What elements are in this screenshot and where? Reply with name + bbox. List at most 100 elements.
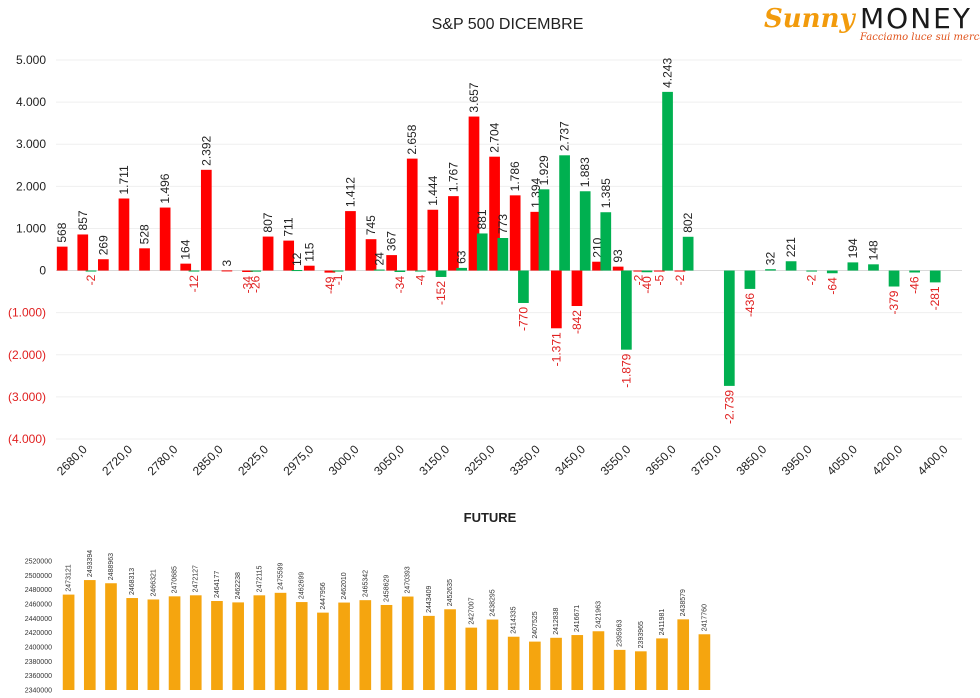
red-bar (551, 270, 562, 329)
green-bar (579, 191, 591, 271)
data-label: -34 (240, 276, 254, 294)
future-data-label: 2473121 (66, 564, 73, 591)
y-tick-label: 5.000 (16, 53, 46, 67)
future-data-label: 2475599 (278, 562, 285, 589)
data-label: 1.385 (599, 178, 613, 208)
future-bar (359, 600, 372, 690)
future-y-tick-label: 2520000 (25, 559, 52, 566)
y-tick-label: (3.000) (8, 390, 46, 404)
green-bar (250, 270, 262, 272)
data-label: -1 (331, 274, 345, 285)
data-label: -436 (743, 293, 757, 317)
future-data-label: 2458629 (384, 575, 391, 602)
data-label: 115 (302, 242, 316, 261)
data-label: 221 (784, 237, 798, 257)
future-y-tick-label: 2460000 (25, 602, 52, 609)
red-bar (674, 270, 686, 272)
green-bar (909, 270, 920, 273)
future-y-tick-label: 2360000 (25, 673, 52, 680)
future-bar (126, 598, 139, 690)
data-label: 807 (261, 212, 275, 232)
future-data-label: 2421963 (595, 601, 602, 628)
x-tick-label: 2850,0 (190, 442, 226, 478)
sunny-money-logo: Sunny MONEY Facciamo luce sui mercati (764, 2, 980, 46)
future-data-label: 2464177 (214, 571, 221, 598)
red-bar (200, 169, 212, 271)
x-tick-label: 3950,0 (779, 442, 815, 478)
data-label: -46 (908, 276, 922, 294)
future-data-label: 2452635 (447, 579, 454, 606)
x-tick-label: 3650,0 (643, 442, 679, 478)
data-label: 528 (138, 224, 152, 244)
future-bar (613, 649, 626, 690)
red-bar (98, 259, 109, 271)
green-bar (641, 270, 653, 273)
future-bar (486, 619, 499, 690)
future-y-tick-label: 2340000 (25, 688, 52, 695)
y-tick-label: 4.000 (16, 95, 46, 109)
red-bar (509, 195, 521, 271)
x-tick-label: 3450,0 (552, 442, 588, 478)
data-label: 164 (179, 239, 193, 259)
future-bar (62, 594, 75, 690)
data-label: 773 (496, 214, 510, 234)
green-bar (826, 270, 838, 274)
red-bar (365, 239, 377, 271)
red-bar (56, 246, 68, 271)
green-bar (476, 233, 488, 271)
green-bar (85, 270, 97, 272)
future-bar (656, 638, 668, 690)
green-bar (497, 238, 509, 271)
data-label: -1.879 (619, 353, 633, 387)
red-bar (242, 270, 253, 272)
future-data-label: 2427007 (468, 597, 475, 624)
future-bar (295, 602, 308, 690)
green-bar (435, 270, 447, 277)
future-data-label: 2470685 (172, 566, 179, 593)
data-label: 1.786 (508, 161, 522, 191)
data-label: -2 (84, 274, 98, 285)
data-label: 568 (55, 222, 69, 242)
future-data-label: 2417760 (701, 604, 708, 631)
red-bar (159, 207, 171, 271)
future-data-label: 2411981 (659, 609, 666, 636)
data-label: -49 (323, 276, 337, 294)
logo-brand-left: Sunny (764, 4, 855, 34)
future-data-label: 2462010 (341, 572, 348, 599)
future-data-label: 2438295 (489, 589, 496, 616)
future-data-label: 2472115 (256, 565, 263, 592)
future-data-label: 2414335 (511, 606, 518, 633)
future-y-tick-label: 2480000 (25, 587, 52, 594)
data-label: 2.704 (488, 122, 502, 152)
future-data-label: 2465342 (362, 570, 369, 597)
data-label: 1.412 (343, 177, 357, 207)
data-label: -64 (825, 277, 839, 295)
data-label: 1.711 (117, 165, 131, 194)
green-bar (785, 261, 797, 271)
red-bar (324, 270, 336, 273)
future-bar (698, 634, 711, 690)
x-tick-label: 4400,0 (915, 442, 951, 478)
red-bar (468, 116, 480, 271)
future-data-label: 2447956 (320, 582, 327, 609)
red-bar (427, 209, 439, 271)
future-data-label: 2470393 (405, 566, 412, 593)
data-label: 4.243 (661, 58, 675, 88)
data-label: -2.739 (722, 390, 736, 424)
green-bar (621, 270, 632, 350)
green-bar (456, 267, 467, 271)
future-bar (380, 604, 393, 690)
data-label: 1.883 (578, 157, 592, 187)
future-bar (507, 636, 520, 690)
logo-brand-right: MONEY (860, 2, 972, 35)
future-y-tick-label: 2420000 (25, 630, 52, 637)
future-bar (253, 595, 266, 690)
green-bar (868, 264, 879, 271)
green-bar (538, 189, 550, 271)
data-label: 802 (681, 212, 695, 232)
data-label: -2 (673, 274, 687, 285)
future-data-label: 2488963 (108, 553, 115, 580)
green-bar (723, 270, 735, 386)
green-bar (332, 270, 344, 272)
